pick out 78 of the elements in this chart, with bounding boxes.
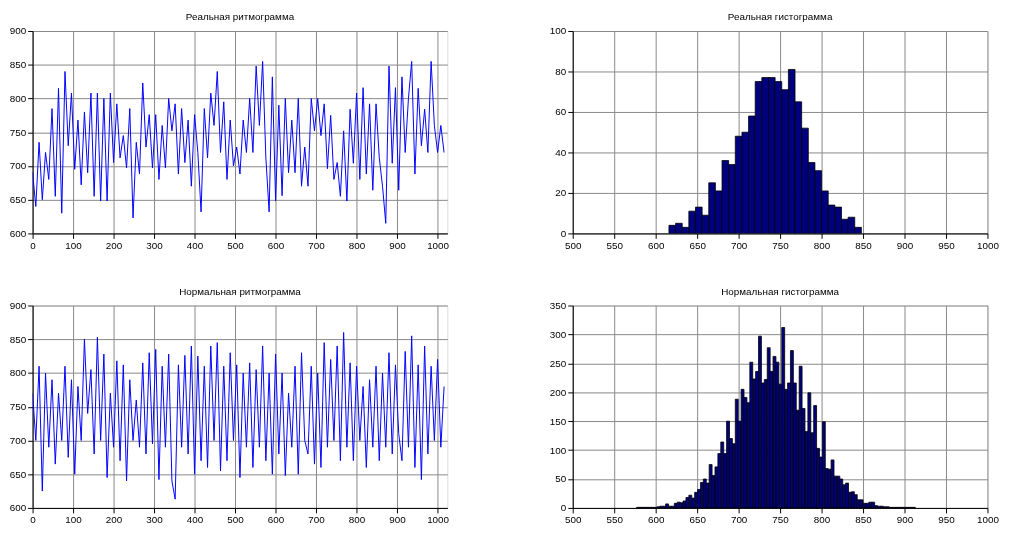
y-tick-label: 50: [555, 473, 567, 485]
x-tick-label: 0: [30, 514, 37, 526]
x-tick-label: 500: [227, 239, 245, 251]
x-tick-label: 800: [348, 514, 366, 526]
x-tick-label: 900: [896, 239, 914, 251]
x-tick-label: 600: [267, 239, 285, 251]
y-tick-label: 100: [549, 444, 567, 456]
y-tick-label: 800: [9, 367, 27, 379]
y-tick-label: 750: [9, 126, 27, 138]
x-tick-label: 900: [389, 514, 407, 526]
y-tick-label: 900: [9, 299, 27, 311]
y-tick-label: 300: [549, 328, 567, 340]
x-tick-label: 950: [938, 239, 956, 251]
x-tick-label: 650: [689, 514, 707, 526]
x-tick-label: 900: [896, 514, 914, 526]
y-tick-label: 60: [555, 106, 567, 118]
x-tick-label: 500: [565, 239, 582, 251]
y-tick-label: 700: [9, 434, 27, 446]
x-tick-label: 800: [813, 239, 831, 251]
chart-title: Нормальная гистограмма: [721, 285, 840, 297]
y-tick-label: 40: [555, 146, 567, 158]
x-tick-label: 550: [606, 514, 624, 526]
x-tick-label: 700: [308, 239, 326, 251]
y-tick-label: 100: [549, 25, 567, 37]
x-tick-label: 400: [186, 239, 204, 251]
x-tick-label: 700: [308, 514, 326, 526]
x-tick-label: 800: [348, 239, 366, 251]
y-tick-label: 900: [9, 25, 27, 37]
x-tick-label: 400: [186, 514, 204, 526]
line-series: [32, 60, 445, 224]
y-tick-label: 750: [9, 401, 27, 413]
y-tick-label: 350: [549, 299, 567, 311]
x-tick-label: 600: [267, 514, 285, 526]
x-tick-label: 500: [227, 514, 245, 526]
x-tick-label: 300: [146, 514, 164, 526]
x-tick-label: 850: [855, 239, 873, 251]
y-tick-label: 200: [549, 386, 567, 398]
chart-title: Реальная ритмограмма: [185, 11, 295, 23]
x-tick-label: 650: [689, 239, 707, 251]
x-tick-label: 1000: [427, 239, 450, 251]
x-tick-label: 100: [65, 514, 83, 526]
y-tick-label: 650: [9, 468, 27, 480]
x-tick-label: 600: [647, 239, 665, 251]
x-tick-label: 0: [30, 239, 37, 251]
y-tick-label: 650: [9, 194, 27, 206]
x-tick-label: 900: [389, 239, 407, 251]
y-tick-label: 600: [9, 227, 27, 239]
x-tick-label: 750: [772, 239, 790, 251]
x-tick-label: 1000: [976, 514, 1000, 526]
chart-title: Реальная гистограмма: [727, 11, 833, 23]
x-tick-label: 700: [730, 239, 748, 251]
y-tick-label: 0: [560, 227, 567, 239]
x-tick-label: 200: [105, 239, 123, 251]
x-tick-label: 700: [730, 514, 748, 526]
x-tick-label: 1000: [976, 239, 1000, 251]
y-tick-label: 20: [555, 187, 567, 199]
y-tick-label: 700: [9, 160, 27, 172]
x-tick-label: 500: [565, 514, 582, 526]
y-tick-label: 600: [9, 502, 27, 514]
x-tick-label: 750: [772, 514, 790, 526]
y-tick-label: 850: [9, 59, 27, 71]
x-tick-label: 100: [65, 239, 83, 251]
x-tick-label: 600: [647, 514, 665, 526]
x-tick-label: 850: [855, 514, 873, 526]
x-tick-label: 300: [146, 239, 164, 251]
y-tick-label: 800: [9, 92, 27, 104]
x-tick-label: 200: [105, 514, 123, 526]
y-tick-label: 850: [9, 333, 27, 345]
chart-title: Нормальная ритмограмма: [179, 285, 302, 297]
y-tick-label: 0: [560, 502, 567, 514]
x-tick-label: 1000: [427, 514, 450, 526]
line-series: [32, 332, 445, 500]
y-tick-label: 80: [555, 65, 567, 77]
y-tick-label: 150: [549, 415, 567, 427]
x-tick-label: 950: [938, 514, 956, 526]
x-tick-label: 550: [606, 239, 624, 251]
y-tick-label: 250: [549, 357, 567, 369]
x-tick-label: 800: [813, 514, 831, 526]
